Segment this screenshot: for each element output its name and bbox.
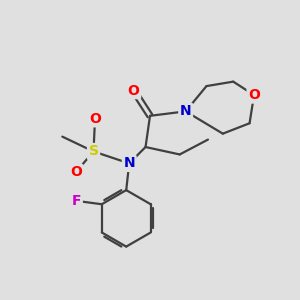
Text: O: O <box>89 112 101 126</box>
Text: N: N <box>123 156 135 170</box>
Text: S: S <box>88 145 98 158</box>
Text: O: O <box>248 88 260 102</box>
Text: F: F <box>72 194 81 208</box>
Text: O: O <box>70 165 82 179</box>
Text: O: O <box>128 84 140 98</box>
Text: N: N <box>180 104 191 118</box>
